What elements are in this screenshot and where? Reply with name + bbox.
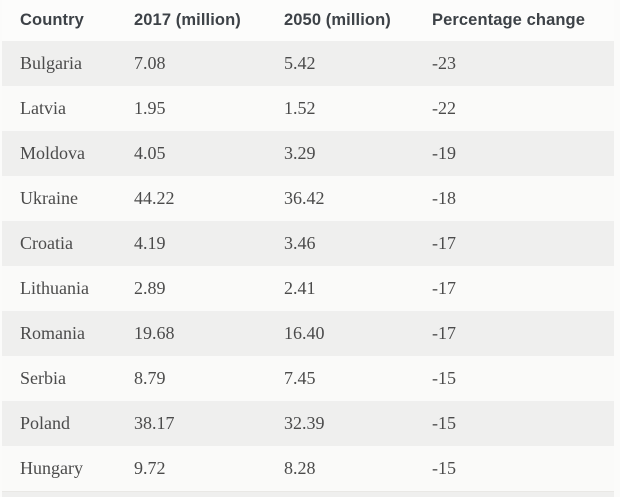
column-header-percentage-change: Percentage change <box>432 11 586 29</box>
cell-pop-2050: 16.40 <box>284 323 325 343</box>
cropped-next-row <box>2 491 614 497</box>
table-row: Romania 19.68 16.40 -17 <box>2 311 614 356</box>
table-body: Bulgaria 7.08 5.42 -23 Latvia 1.95 1.52 … <box>2 41 614 491</box>
cell-pop-2017: 19.68 <box>134 323 175 343</box>
cell-pop-2050: 5.42 <box>284 53 316 73</box>
table-header: Country 2017 (million) 2050 (million) Pe… <box>2 0 614 41</box>
column-header-2050: 2050 (million) <box>284 11 391 29</box>
cell-country: Bulgaria <box>20 53 82 73</box>
table-row: Lithuania 2.89 2.41 -17 <box>2 266 614 311</box>
population-table-container: Country 2017 (million) 2050 (million) Pe… <box>2 0 614 491</box>
cell-country: Moldova <box>20 143 85 163</box>
cell-pop-2017: 1.95 <box>134 98 166 118</box>
cell-percentage-change: -15 <box>432 458 456 478</box>
column-header-2017: 2017 (million) <box>134 11 241 29</box>
column-header-country: Country <box>20 11 84 29</box>
table-row: Serbia 8.79 7.45 -15 <box>2 356 614 401</box>
cell-percentage-change: -15 <box>432 413 456 433</box>
cell-pop-2017: 9.72 <box>134 458 166 478</box>
table-row: Ukraine 44.22 36.42 -18 <box>2 176 614 221</box>
cell-pop-2050: 3.46 <box>284 233 316 253</box>
cell-country: Latvia <box>20 98 66 118</box>
cell-pop-2017: 2.89 <box>134 278 166 298</box>
table-row: Croatia 4.19 3.46 -17 <box>2 221 614 266</box>
cell-country: Romania <box>20 323 85 343</box>
cell-country: Poland <box>20 413 71 433</box>
population-table: Country 2017 (million) 2050 (million) Pe… <box>2 0 614 491</box>
cell-percentage-change: -17 <box>432 323 456 343</box>
cell-percentage-change: -17 <box>432 278 456 298</box>
cell-percentage-change: -22 <box>432 98 456 118</box>
table-row: Poland 38.17 32.39 -15 <box>2 401 614 446</box>
cell-percentage-change: -18 <box>432 188 456 208</box>
table-row: Moldova 4.05 3.29 -19 <box>2 131 614 176</box>
cell-percentage-change: -19 <box>432 143 456 163</box>
header-row: Country 2017 (million) 2050 (million) Pe… <box>2 0 614 41</box>
cell-pop-2050: 7.45 <box>284 368 316 388</box>
cell-pop-2050: 8.28 <box>284 458 316 478</box>
cell-country: Croatia <box>20 233 73 253</box>
cell-pop-2017: 8.79 <box>134 368 166 388</box>
table-row: Bulgaria 7.08 5.42 -23 <box>2 41 614 86</box>
table-row: Latvia 1.95 1.52 -22 <box>2 86 614 131</box>
cell-percentage-change: -23 <box>432 53 456 73</box>
cell-country: Serbia <box>20 368 66 388</box>
table-row: Hungary 9.72 8.28 -15 <box>2 446 614 491</box>
cell-pop-2017: 4.19 <box>134 233 166 253</box>
cell-pop-2050: 1.52 <box>284 98 316 118</box>
cell-percentage-change: -15 <box>432 368 456 388</box>
cell-pop-2017: 4.05 <box>134 143 166 163</box>
cell-percentage-change: -17 <box>432 233 456 253</box>
cell-pop-2050: 36.42 <box>284 188 325 208</box>
cell-pop-2017: 38.17 <box>134 413 175 433</box>
cell-country: Lithuania <box>20 278 89 298</box>
cell-pop-2050: 2.41 <box>284 278 316 298</box>
cell-pop-2050: 3.29 <box>284 143 316 163</box>
cell-pop-2017: 7.08 <box>134 53 166 73</box>
cell-country: Ukraine <box>20 188 78 208</box>
cell-country: Hungary <box>20 458 83 478</box>
cell-pop-2050: 32.39 <box>284 413 325 433</box>
cell-pop-2017: 44.22 <box>134 188 175 208</box>
